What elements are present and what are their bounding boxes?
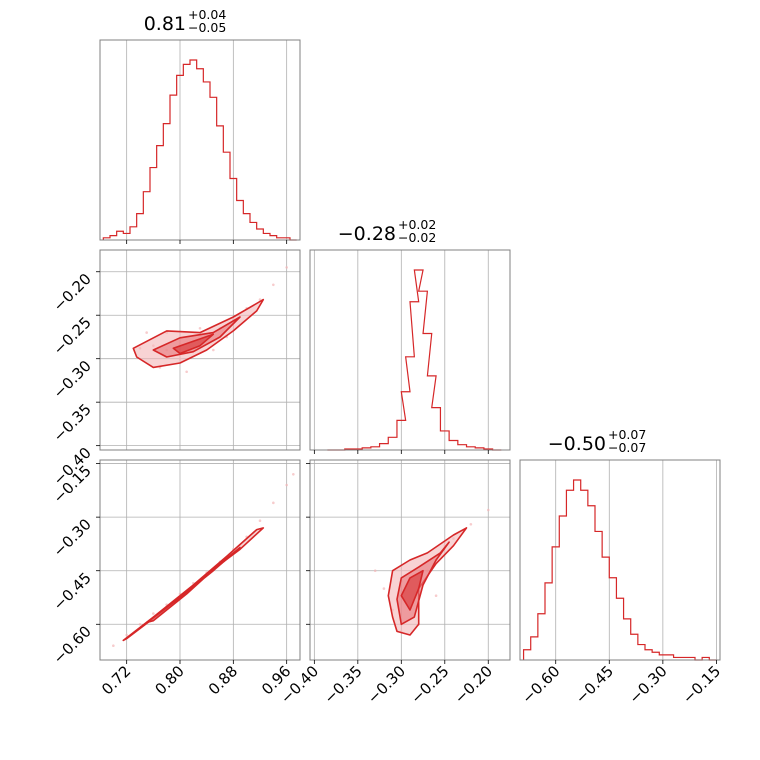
title-value: −0.50 [548,433,606,455]
panel-frame [519,459,721,661]
frame-layer [99,39,721,661]
panel-frame [309,249,511,451]
x-tick-label: −0.35 [320,662,365,707]
scatter-point [272,283,275,287]
contour-level [172,333,215,355]
scatter-point [382,587,386,590]
histogram-step-line [102,59,297,241]
scatter-point [145,331,148,334]
y-tick-label: −0.35 [50,400,95,445]
title-err-minus: −0.02 [398,230,436,245]
x-tick-label: 0.80 [151,662,187,698]
title-err-minus: −0.05 [188,20,226,35]
y-tick-label: −0.25 [50,313,95,358]
x-tick-label: −0.25 [407,662,452,707]
scatter-point [212,348,215,352]
title-err-plus: +0.02 [398,217,436,232]
y-tick-label: −0.60 [50,622,95,667]
scatter-point [258,519,262,523]
scatter-point [138,622,142,626]
title-value: −0.28 [338,223,396,245]
data-layer [102,59,717,661]
contour-level [122,527,265,642]
scatter-point [152,612,155,615]
x-tick-label: −0.60 [518,662,563,707]
scatter-point [112,644,115,648]
y-tick-label: −0.20 [50,270,95,315]
x-tick-label: 0.72 [98,662,134,698]
panel-frame [99,459,301,661]
x-tick-label: −0.15 [679,662,724,707]
x-tick-label: −0.30 [364,662,409,707]
panel-frame [99,39,301,241]
y-tick-label: −0.45 [50,569,95,614]
scatter-point [285,266,288,269]
title-err-minus: −0.07 [608,440,646,455]
y-tick-label: −0.30 [50,515,95,560]
scatter-point [486,508,490,512]
x-tick-label: −0.45 [572,662,617,707]
scatter-point [292,472,295,476]
title-err-plus: +0.07 [608,427,646,442]
scatter-point [373,569,377,573]
scatter-point [272,501,275,505]
contour-level [132,298,265,369]
histogram-step-line [522,479,717,661]
histogram-step-line [327,269,502,451]
grid-layer [100,40,717,660]
title-err-plus: +0.04 [188,7,226,22]
y-tick-label: −0.30 [50,357,95,402]
x-tick-label: −0.30 [625,662,670,707]
contour-level [145,546,241,624]
panel-frame [309,459,511,661]
panel-title: −0.28 +0.02−0.02 [338,217,437,245]
panel-title: −0.50 +0.07−0.07 [548,427,647,455]
contour-level [400,569,424,611]
tick-layer [96,240,717,664]
panel-title: 0.81 +0.04−0.05 [144,7,227,35]
scatter-point [185,370,188,374]
scatter-point [198,326,202,330]
title-value: 0.81 [144,13,186,35]
scatter-point [125,633,128,637]
scatter-point [469,522,473,526]
x-tick-label: 0.88 [205,662,241,698]
scatter-point [434,594,438,598]
x-tick-label: −0.20 [451,662,496,707]
scatter-point [285,483,288,487]
panel-frame [99,249,301,451]
